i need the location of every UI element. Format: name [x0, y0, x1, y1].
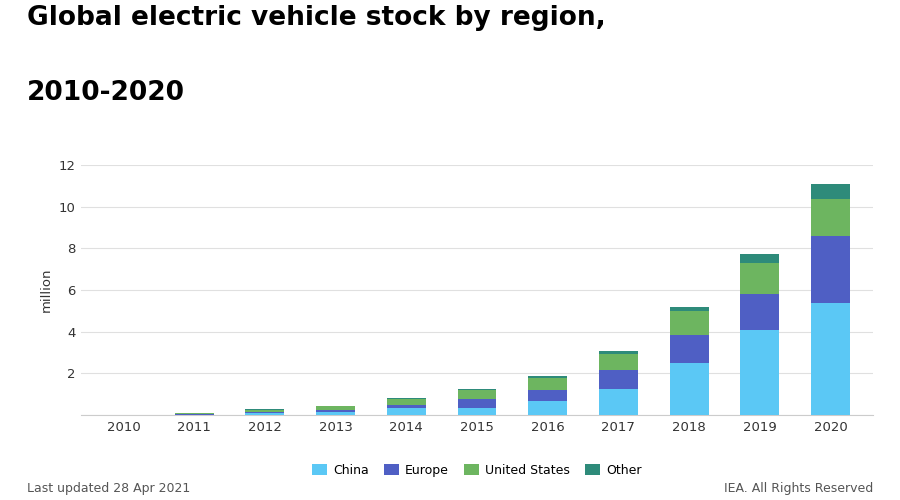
Bar — [246, 410, 284, 412]
Text: IEA. All Rights Reserved: IEA. All Rights Reserved — [724, 482, 873, 495]
Bar — [741, 254, 779, 263]
Bar — [741, 330, 779, 415]
Bar — [457, 389, 497, 390]
Bar — [528, 390, 567, 402]
Bar — [528, 378, 567, 390]
Bar — [599, 351, 638, 354]
Text: 2010-2020: 2010-2020 — [27, 80, 185, 106]
Bar — [811, 199, 850, 236]
Bar — [316, 410, 355, 412]
Bar — [246, 413, 284, 415]
Bar — [670, 307, 708, 311]
Bar — [387, 408, 426, 415]
Bar — [670, 362, 708, 415]
Bar — [457, 408, 497, 415]
Bar — [670, 334, 708, 362]
Bar — [811, 236, 850, 302]
Bar — [811, 184, 850, 199]
Bar — [316, 406, 355, 409]
Bar — [599, 370, 638, 390]
Bar — [599, 354, 638, 370]
Y-axis label: million: million — [40, 268, 53, 312]
Bar — [741, 294, 779, 330]
Text: Last updated 28 Apr 2021: Last updated 28 Apr 2021 — [27, 482, 190, 495]
Bar — [457, 399, 497, 408]
Bar — [528, 402, 567, 415]
Bar — [457, 390, 497, 399]
Bar — [599, 390, 638, 415]
Bar — [670, 311, 708, 334]
Bar — [175, 414, 213, 415]
Bar — [528, 376, 567, 378]
Bar — [246, 412, 284, 413]
Bar — [387, 398, 426, 399]
Bar — [741, 263, 779, 294]
Bar — [387, 399, 426, 405]
Bar — [387, 405, 426, 408]
Legend: China, Europe, United States, Other: China, Europe, United States, Other — [312, 464, 642, 477]
Bar — [811, 302, 850, 415]
Bar — [316, 412, 355, 415]
Text: Global electric vehicle stock by region,: Global electric vehicle stock by region, — [27, 5, 606, 31]
